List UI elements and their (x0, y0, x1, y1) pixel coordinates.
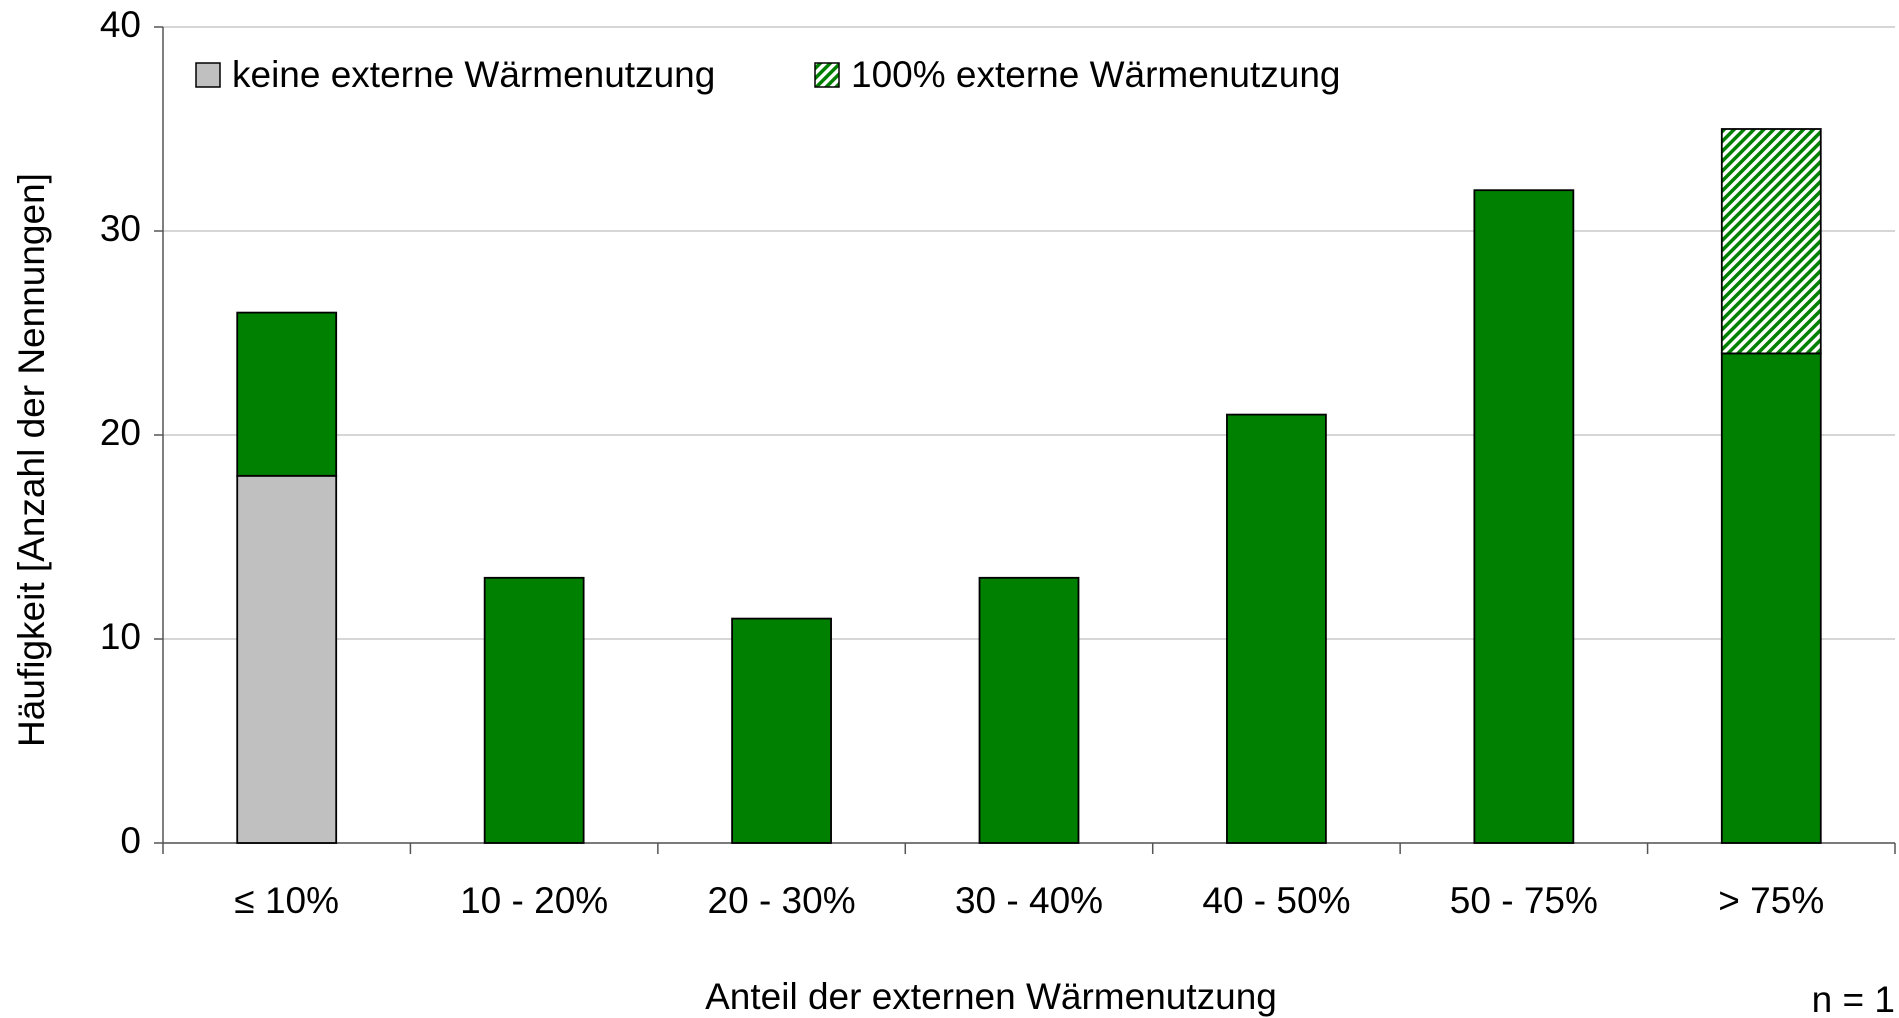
annotation: n = 1 (1812, 979, 1895, 1018)
x-tick-label: 40 - 50% (1202, 880, 1350, 921)
legend-label: keine externe Wärmenutzung (232, 54, 715, 95)
x-tick-label: 20 - 30% (708, 880, 856, 921)
x-axis-label: Anteil der externen Wärmenutzung (705, 976, 1277, 1017)
y-tick-label: 20 (100, 412, 141, 453)
bar-segment (1226, 413, 1327, 844)
x-tick-label: 10 - 20% (460, 880, 608, 921)
legend-swatch (814, 62, 840, 88)
bar-segment (978, 576, 1080, 844)
legend-label: 100% externe Wärmenutzung (851, 54, 1341, 95)
bar-segment (1720, 128, 1822, 355)
x-tick-label: ≤ 10% (234, 880, 339, 921)
y-tick-label: 30 (100, 208, 141, 249)
y-axis-label: Häufigkeit [Anzahl der Nennungen] (11, 173, 52, 747)
bar-segment (1473, 189, 1575, 844)
x-tick-label: 50 - 75% (1450, 880, 1598, 921)
bar-segment (1720, 352, 1822, 844)
x-tick-label: 30 - 40% (955, 880, 1103, 921)
x-tick-label: > 75% (1718, 880, 1824, 921)
bar-segment (483, 576, 585, 844)
y-tick-label: 0 (120, 820, 141, 861)
legend-swatch (195, 62, 221, 88)
bar-segment (236, 474, 338, 844)
y-tick-label: 10 (100, 616, 141, 657)
y-tick-label: 40 (100, 4, 141, 45)
bar-segment (731, 617, 832, 844)
bar-segment (236, 311, 338, 477)
